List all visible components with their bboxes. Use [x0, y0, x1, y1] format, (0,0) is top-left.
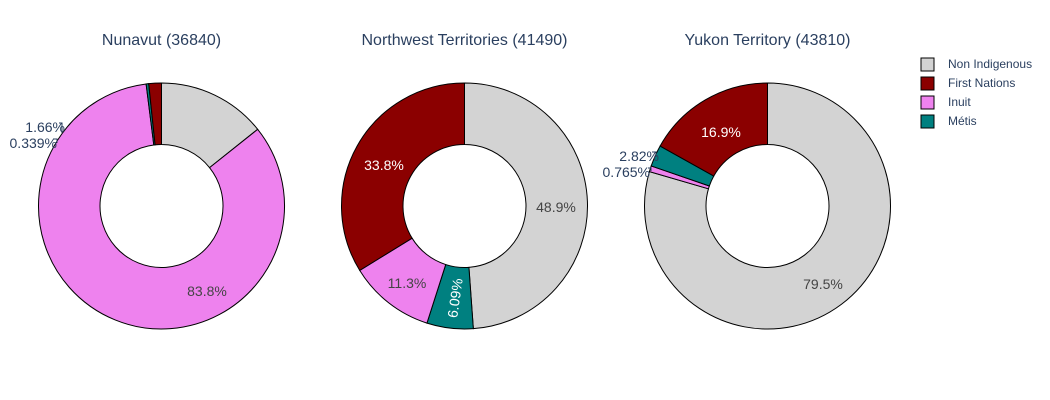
legend-item[interactable]: Métis — [920, 114, 977, 129]
pie-chart: Northwest Territories (41490) 48.9% 6.09% 1… — [341, 32, 588, 330]
pie-slice[interactable] — [464, 82, 588, 330]
legend-swatch — [920, 95, 935, 110]
legend-swatch — [920, 57, 935, 72]
slice-label: 11.3% — [388, 275, 427, 291]
slice-label: 2.82% — [619, 148, 659, 164]
slice-label: 0.765% — [603, 164, 650, 180]
label-leader-line — [53, 138, 58, 143]
slice-label: 83.8% — [187, 283, 227, 299]
legend-swatch — [920, 114, 935, 129]
legend-label: Métis — [948, 114, 977, 128]
slice-label: 0.339% — [10, 135, 57, 151]
pie-title: Yukon Territory (43810) — [684, 32, 850, 49]
legend-item[interactable]: Non Indigenous — [920, 57, 1032, 72]
pie-chart: Yukon Territory (43810) 79.5% 0.765%2.82% 1… — [603, 32, 891, 330]
slice-label: 16.9% — [701, 124, 741, 140]
legend-swatch — [920, 76, 935, 91]
slice-label: 1.66% — [25, 119, 65, 135]
legend-label: First Nations — [948, 76, 1015, 90]
pie-slice[interactable] — [341, 82, 465, 272]
pie-slice[interactable] — [148, 82, 162, 146]
legend-label: Non Indigenous — [948, 57, 1032, 71]
legend-item[interactable]: First Nations — [920, 76, 1015, 91]
slice-label: 48.9% — [536, 199, 576, 215]
pie-chart: Nunavut (36840)14.3%83.8%0.339%1.66% — [10, 32, 285, 330]
pie-slice[interactable] — [644, 82, 891, 330]
slice-label: 33.8% — [364, 157, 404, 173]
pies-layer: Nunavut (36840)14.3%83.8%0.339%1.66%Nort… — [10, 32, 891, 330]
slice-label: 79.5% — [803, 276, 843, 292]
pie-title: Northwest Territories (41490) — [361, 32, 567, 49]
legend: Non Indigenous First Nations Inuit Métis — [920, 57, 1032, 129]
pie-slice[interactable] — [38, 83, 285, 330]
pie-title: Nunavut (36840) — [102, 32, 221, 49]
legend-label: Inuit — [948, 95, 971, 109]
pie-slice[interactable] — [659, 82, 768, 177]
label-leader-line — [648, 167, 652, 171]
label-leader-line — [652, 151, 657, 157]
slice-label: 6.09% — [444, 277, 465, 319]
label-leader-line — [59, 122, 63, 133]
legend-item[interactable]: Inuit — [920, 95, 971, 110]
